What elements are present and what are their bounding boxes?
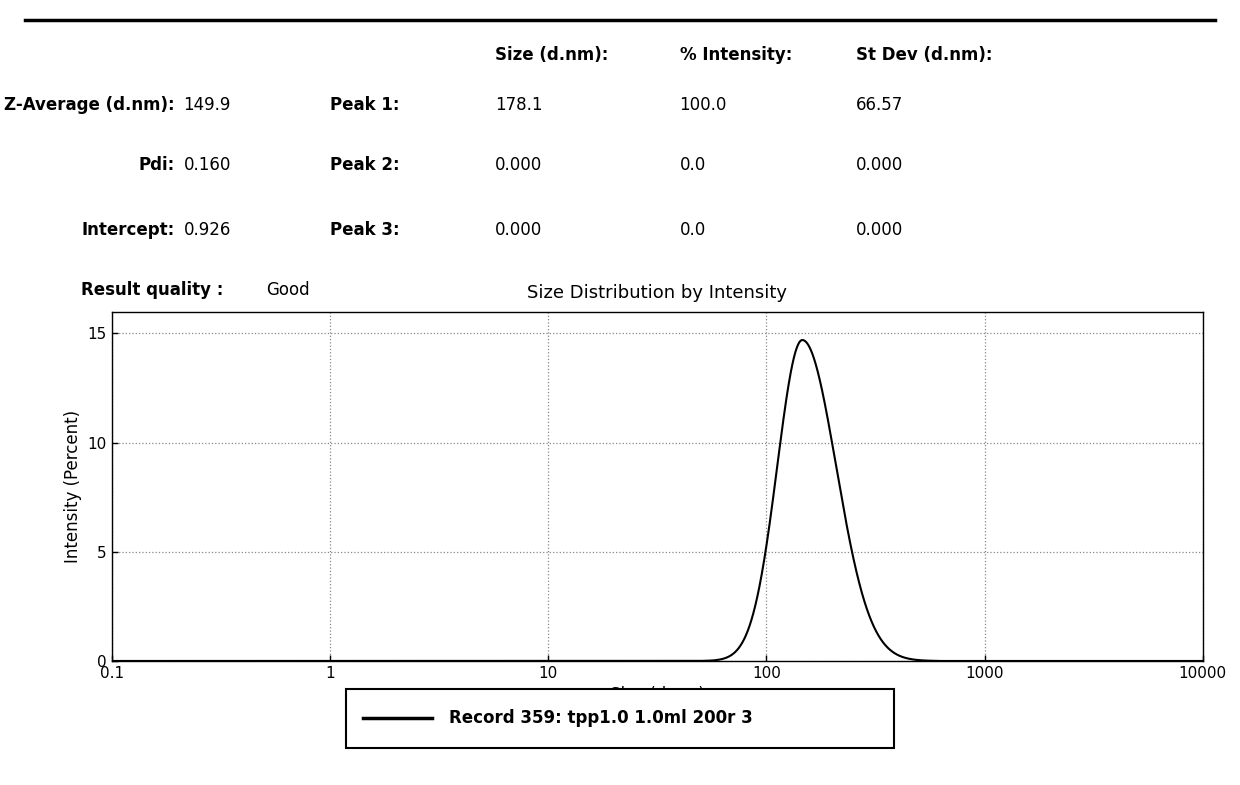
Text: Peak 1:: Peak 1: [330,97,399,114]
Text: 0.160: 0.160 [184,156,231,173]
Text: 0.000: 0.000 [856,221,903,239]
Text: St Dev (d.nm):: St Dev (d.nm): [856,46,992,64]
Text: 0.000: 0.000 [856,156,903,173]
Text: 0.0: 0.0 [680,221,706,239]
Text: 149.9: 149.9 [184,97,231,114]
Text: Pdi:: Pdi: [139,156,175,173]
Text: Result quality :: Result quality : [81,281,223,298]
Text: % Intensity:: % Intensity: [680,46,792,64]
Title: Size Distribution by Intensity: Size Distribution by Intensity [527,283,787,301]
Y-axis label: Intensity (Percent): Intensity (Percent) [64,410,82,563]
Text: Size (d.nm):: Size (d.nm): [495,46,608,64]
Text: 178.1: 178.1 [495,97,542,114]
X-axis label: Size (d.nm): Size (d.nm) [610,686,704,704]
Text: 0.926: 0.926 [184,221,231,239]
Text: Intercept:: Intercept: [82,221,175,239]
Text: 0.0: 0.0 [680,156,706,173]
Text: 100.0: 100.0 [680,97,727,114]
Text: Z-Average (d.nm):: Z-Average (d.nm): [4,97,175,114]
FancyBboxPatch shape [346,688,894,748]
Text: Peak 3:: Peak 3: [330,221,399,239]
Text: Good: Good [267,281,310,298]
Text: Peak 2:: Peak 2: [330,156,399,173]
Text: 0.000: 0.000 [495,156,542,173]
Text: Record 359: tpp1.0 1.0ml 200r 3: Record 359: tpp1.0 1.0ml 200r 3 [449,710,753,727]
Text: 66.57: 66.57 [856,97,903,114]
Text: 0.000: 0.000 [495,221,542,239]
